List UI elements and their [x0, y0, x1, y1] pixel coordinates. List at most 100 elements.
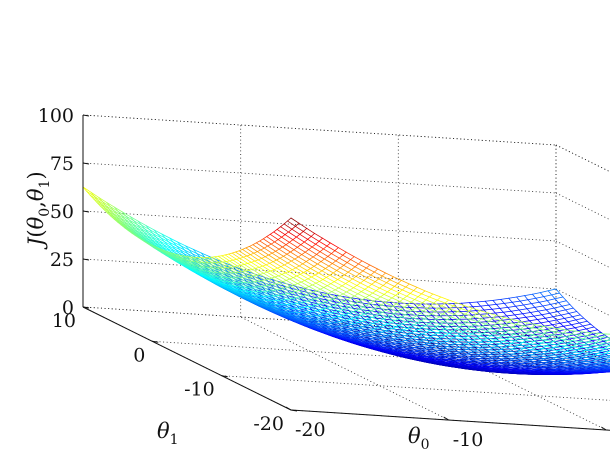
mesh-segment	[558, 300, 567, 303]
mesh-segment	[411, 350, 416, 353]
mesh-segment	[567, 319, 577, 323]
mesh-segment	[337, 279, 346, 284]
mesh-segment	[341, 326, 351, 329]
mesh-segment	[309, 256, 314, 260]
mesh-segment	[549, 312, 554, 318]
mesh-segment	[225, 288, 235, 294]
mesh-segment	[198, 273, 207, 279]
mesh-segment	[123, 221, 133, 227]
mesh-segment	[89, 194, 99, 201]
mesh-segment	[162, 249, 171, 256]
mesh-segment	[348, 280, 358, 286]
mesh-segment	[304, 280, 313, 286]
mesh-segment	[492, 299, 502, 301]
mesh-segment	[277, 292, 287, 296]
mesh-segment	[101, 201, 111, 207]
mesh-segment	[172, 241, 182, 247]
mesh-segment	[259, 272, 264, 275]
mesh-segment	[535, 297, 540, 303]
mesh-segment	[577, 335, 586, 338]
mesh-segment	[585, 328, 591, 332]
mesh-segment	[150, 238, 160, 245]
mesh-segment	[305, 286, 310, 289]
mesh-segment	[249, 244, 254, 247]
mesh-segment	[224, 254, 234, 261]
mesh-segment	[305, 258, 310, 262]
mesh-segment	[147, 235, 156, 241]
mesh-segment	[121, 214, 130, 221]
surface-mesh	[82, 186, 610, 375]
mesh-segment	[359, 270, 364, 275]
mesh-segment	[333, 281, 343, 287]
mesh-segment	[217, 255, 223, 257]
mesh-segment	[445, 355, 450, 357]
mesh-segment	[265, 303, 275, 308]
mesh-segment	[368, 292, 374, 296]
mesh-segment	[238, 271, 243, 273]
mesh-segment	[395, 295, 404, 300]
mesh-segment	[304, 251, 314, 258]
mesh-segment	[344, 274, 353, 280]
mesh-segment	[188, 263, 198, 270]
mesh-segment	[220, 263, 225, 269]
mesh-segment	[537, 319, 542, 324]
mesh-segment	[316, 251, 321, 255]
mesh-segment	[364, 288, 374, 294]
mesh-segment	[154, 242, 163, 248]
mesh-segment	[274, 241, 283, 248]
mesh-segment	[329, 274, 339, 280]
mesh-segment	[561, 304, 571, 307]
mesh-segment	[419, 353, 424, 355]
mesh-segment	[362, 267, 367, 272]
mesh-segment	[366, 277, 376, 283]
mesh-segment	[403, 328, 408, 331]
mesh-segment	[562, 353, 568, 357]
mesh-segment	[110, 215, 119, 222]
mesh-segment	[572, 316, 577, 321]
mesh-segment	[524, 293, 533, 296]
mesh-segment	[323, 285, 328, 288]
mesh-segment	[207, 274, 217, 280]
mesh-segment	[224, 262, 234, 267]
mesh-segment	[444, 350, 449, 353]
mesh-segment	[335, 257, 340, 262]
mesh-segment	[156, 237, 165, 242]
mesh-segment	[349, 304, 354, 309]
mesh-segment	[274, 275, 279, 278]
mesh-segment	[371, 283, 380, 289]
mesh-segment	[367, 286, 377, 292]
mesh-segment	[221, 254, 226, 257]
mesh-segment	[367, 283, 373, 288]
mesh-segment	[542, 305, 547, 311]
mesh-segment	[248, 291, 258, 297]
mesh-segment	[347, 269, 352, 273]
mesh-segment	[173, 256, 183, 262]
mesh-segment	[263, 247, 273, 254]
mesh-segment	[196, 253, 206, 258]
mesh-segment	[535, 296, 545, 299]
mesh-segment	[490, 316, 500, 318]
mesh-segment	[578, 328, 587, 331]
mesh-segment	[273, 231, 282, 238]
mesh-segment	[303, 241, 313, 248]
mesh-segment	[351, 269, 360, 275]
mesh-segment	[230, 285, 240, 291]
mesh-segment	[338, 257, 348, 263]
mesh-segment	[98, 197, 108, 203]
mesh-segment	[339, 293, 344, 297]
mesh-segment	[511, 336, 521, 338]
mesh-segment	[376, 298, 386, 303]
mesh-segment	[319, 291, 328, 294]
mesh-segment	[180, 258, 190, 265]
mesh-segment	[253, 295, 262, 301]
mesh-segment	[114, 217, 124, 224]
mesh-segment	[230, 266, 235, 268]
mesh-segment	[568, 313, 573, 318]
mesh-segment	[392, 303, 397, 307]
mesh-segment	[337, 247, 347, 253]
mesh-segment	[268, 303, 278, 309]
mesh-segment	[157, 233, 166, 239]
mesh-segment	[223, 267, 232, 274]
mesh-segment	[539, 290, 549, 293]
mesh-segment	[379, 318, 384, 322]
